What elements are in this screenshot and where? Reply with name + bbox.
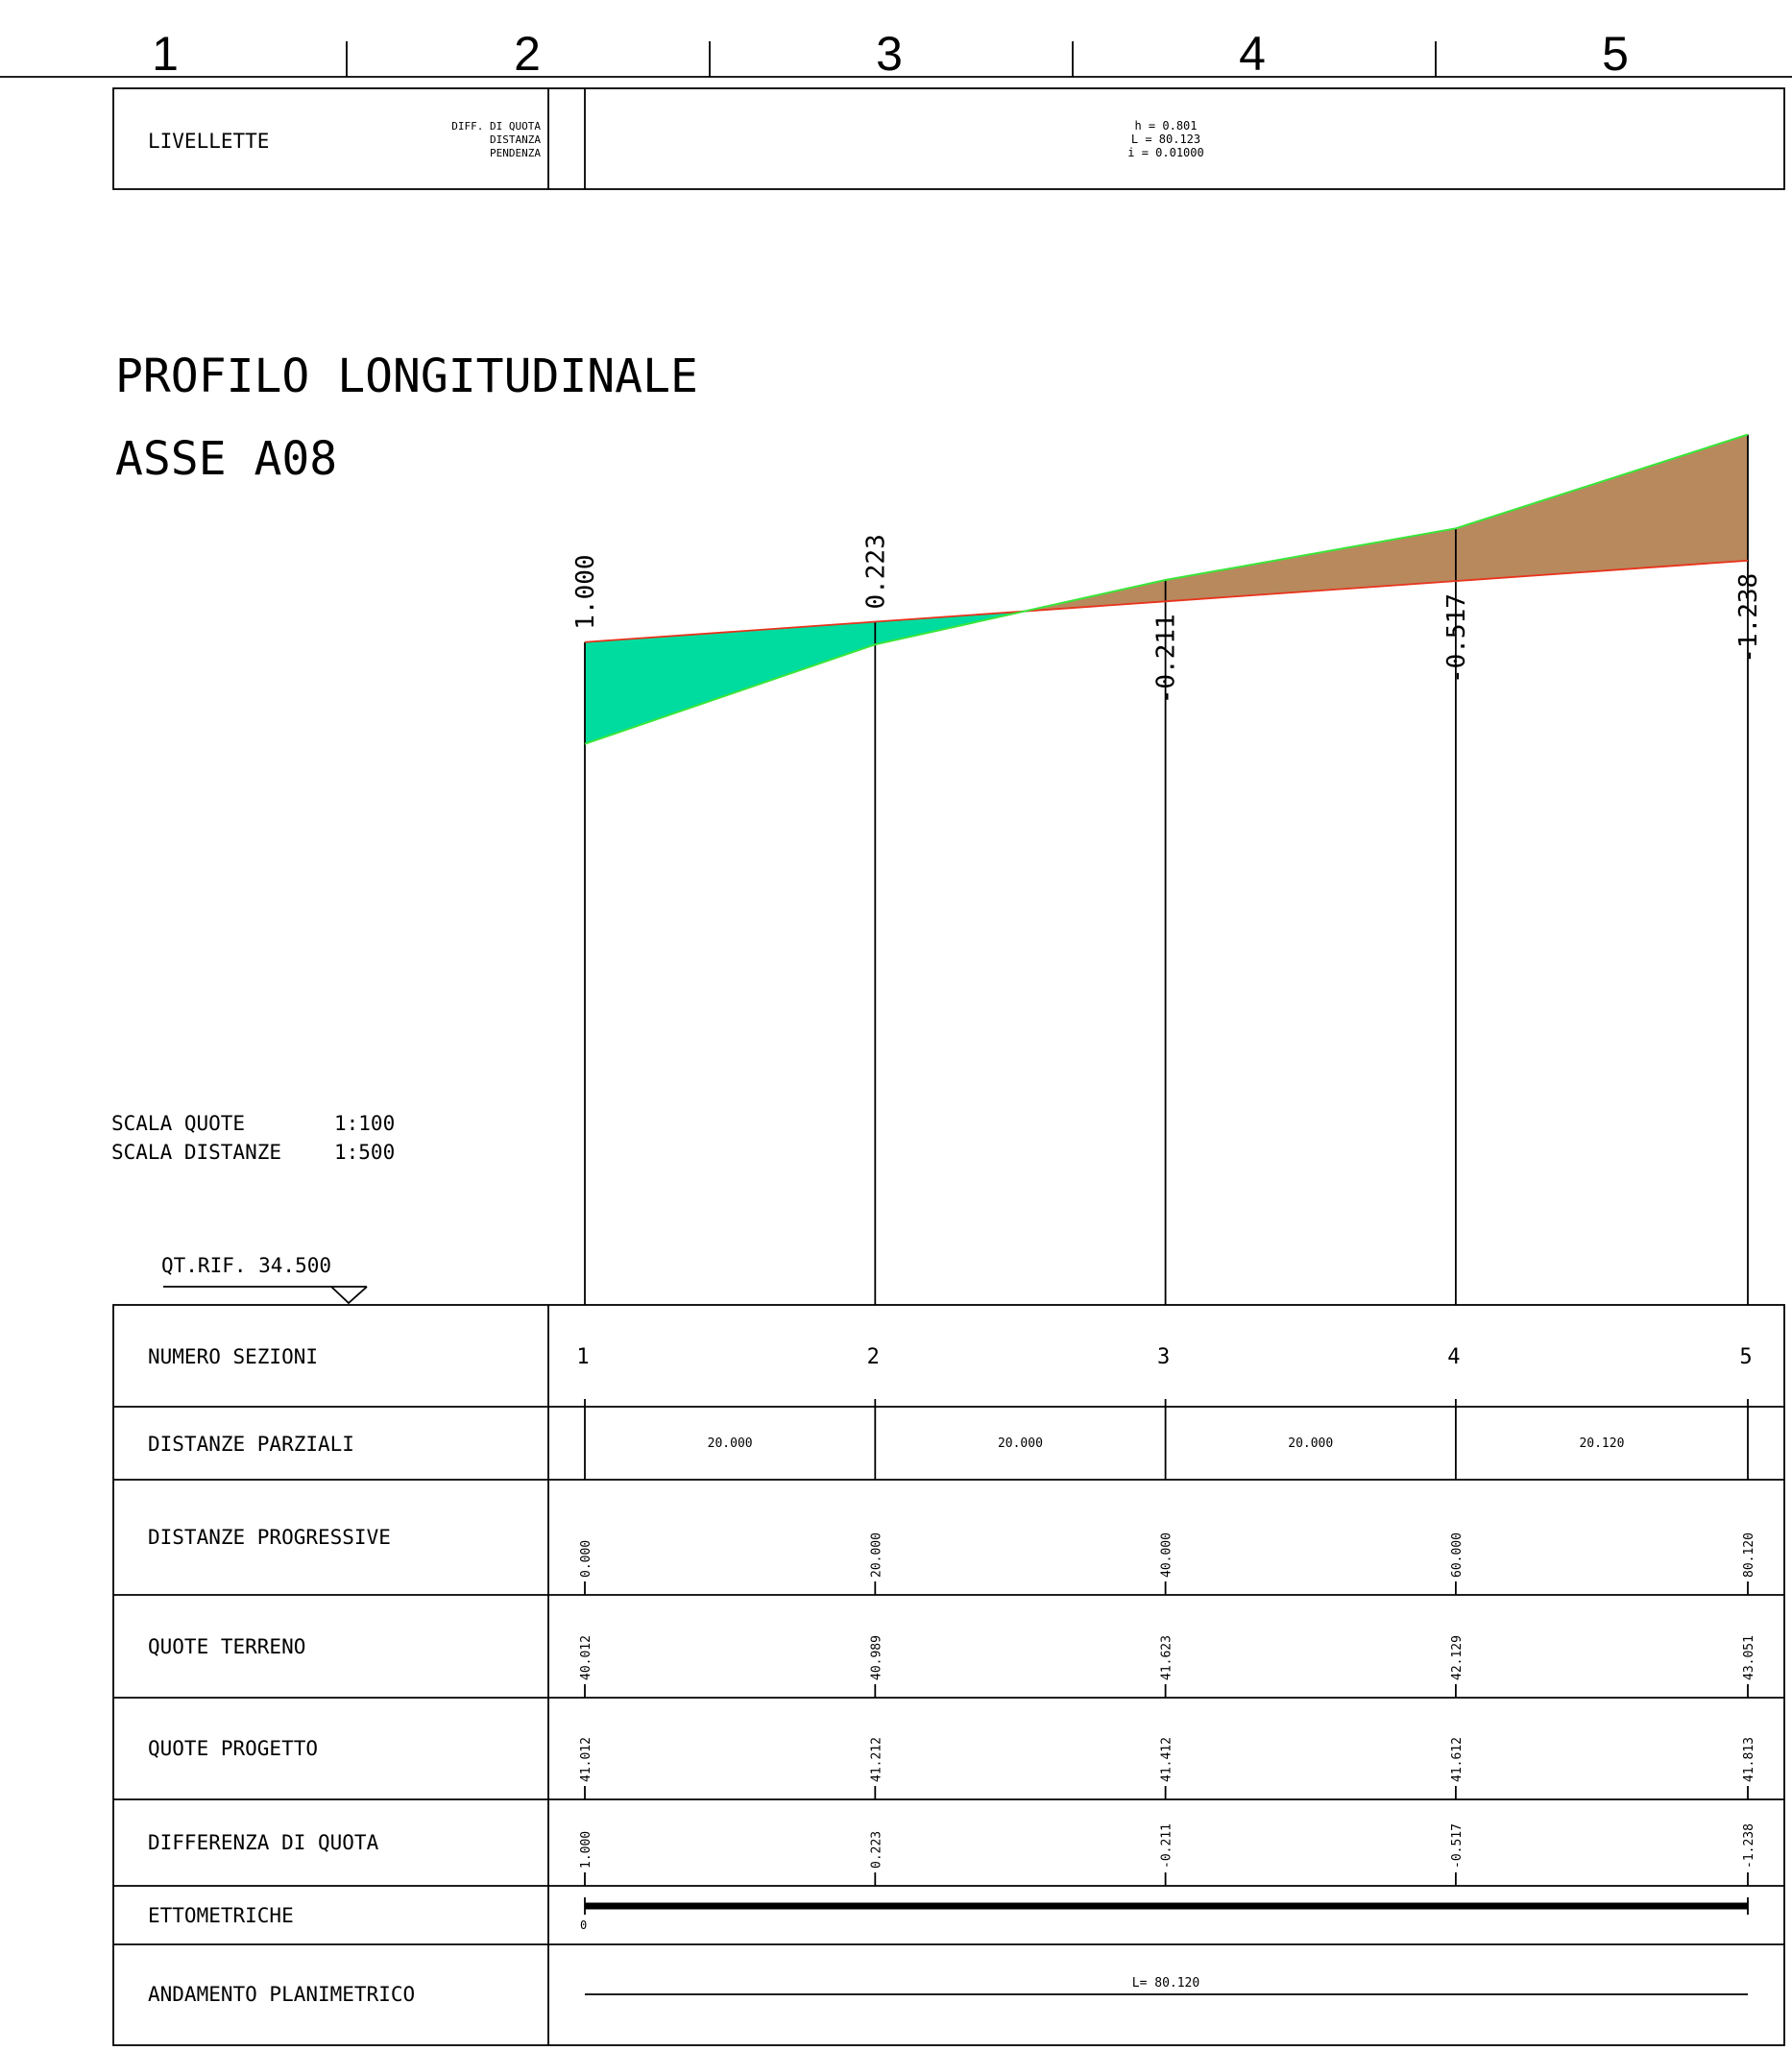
scala-quote-value: 1:100 (334, 1112, 395, 1135)
row-value: 40.012 (579, 1635, 593, 1680)
row-value: 41.612 (1450, 1737, 1465, 1782)
ruler-label: 5 (1602, 27, 1629, 81)
difference-label: 1.000 (571, 554, 600, 629)
row-value: 41.212 (869, 1737, 884, 1782)
livellette-value-i: i = 0.01000 (1127, 146, 1203, 159)
livellette-value-l: L = 80.123 (1131, 133, 1200, 146)
row-value: 41.412 (1160, 1737, 1174, 1782)
section-number: 2 (867, 1345, 880, 1369)
livellette-box: LIVELLETTE DIFF. DI QUOTA DISTANZA PENDE… (112, 87, 1785, 190)
ruler-label: 1 (152, 27, 179, 81)
partial-distance-value: 20.000 (998, 1436, 1043, 1451)
scala-quote-label: SCALA QUOTE (111, 1112, 245, 1135)
section-number: 5 (1739, 1345, 1752, 1369)
row-label-quote-progetto: QUOTE PROGETTO (148, 1737, 318, 1760)
partial-distance-value: 20.000 (708, 1436, 753, 1451)
row-value: -0.211 (1160, 1823, 1174, 1869)
row-value: -1.238 (1742, 1823, 1756, 1869)
section-number: 4 (1447, 1345, 1460, 1369)
reference-marker: QT.RIF. 34.500 (161, 1254, 368, 1305)
row-label-distanze-parziali: DISTANZE PARZIALI (148, 1433, 354, 1456)
top-ruler: 1 2 3 4 5 (0, 27, 1792, 81)
difference-label: -0.211 (1152, 614, 1181, 704)
row-label-differenza-di-quota: DIFFERENZA DI QUOTA (148, 1831, 379, 1854)
fill-area (585, 621, 876, 744)
cut-area (1165, 528, 1456, 602)
reference-label: QT.RIF. 34.500 (161, 1254, 331, 1277)
ground-line (584, 433, 1749, 745)
row-label-distanze-progressive: DISTANZE PROGRESSIVE (148, 1526, 391, 1549)
row-value: -0.517 (1450, 1823, 1465, 1869)
row-value: 20.000 (869, 1532, 884, 1578)
row-value: 43.051 (1742, 1635, 1756, 1680)
livellette-frame (112, 87, 1785, 190)
row-value: 60.000 (1450, 1532, 1465, 1578)
section-number: 1 (576, 1345, 589, 1369)
livellette-legend-diff: DIFF. DI QUOTA (451, 120, 541, 133)
partial-distance-value: 20.120 (1579, 1436, 1624, 1451)
ettometriche-zero: 0 (580, 1918, 587, 1932)
row-value: 41.813 (1742, 1737, 1756, 1782)
drawing-subtitle: ASSE A08 (115, 432, 337, 486)
row-label-quote-terreno: QUOTE TERRENO (148, 1635, 305, 1658)
scala-distanze-label: SCALA DISTANZE (111, 1141, 281, 1164)
cut-area (1455, 434, 1748, 582)
difference-label: 0.223 (861, 534, 890, 609)
drawing-title: PROFILO LONGITUDINALE (115, 350, 698, 403)
design-line (584, 559, 1749, 643)
ruler-label: 2 (514, 27, 541, 81)
row-value: 41.012 (579, 1737, 593, 1782)
row-value: 40.989 (869, 1635, 884, 1680)
livellette-label: LIVELLETTE (148, 130, 269, 153)
partial-distance-value: 20.000 (1288, 1436, 1333, 1451)
row-value: 80.120 (1742, 1532, 1756, 1578)
livellette-value-h: h = 0.801 (1134, 119, 1197, 133)
row-value: 42.129 (1450, 1635, 1465, 1680)
table-values: 1 2 3 4 5 20.000 20.000 20.000 20.120 0.000 20.000… (576, 1345, 1756, 1886)
row-value: 1.000 (579, 1831, 593, 1869)
difference-label: -1.238 (1734, 573, 1763, 664)
reference-triangle-icon (330, 1286, 368, 1305)
livellette-legend-distanza: DISTANZA (490, 133, 541, 146)
row-value: 41.623 (1160, 1635, 1174, 1680)
scala-distanze-value: 1:500 (334, 1141, 395, 1164)
row-label-andamento-planimetrico: ANDAMENTO PLANIMETRICO (148, 1983, 415, 2006)
profile-table: NUMERO SEZIONI DISTANZE PARZIALI DISTANZ… (112, 1304, 1785, 2046)
difference-label: -0.517 (1442, 593, 1471, 684)
ruler-label: 3 (876, 27, 903, 81)
profile-chart: 1.000 0.223 -0.211 -0.517 -1.238 (571, 433, 1763, 1305)
planimetrico-length: L= 80.120 (1132, 1976, 1199, 1991)
livellette-legend-pendenza: PENDENZA (490, 147, 541, 159)
row-value: 0.000 (579, 1540, 593, 1578)
row-label-numero-sezioni: NUMERO SEZIONI (148, 1345, 318, 1368)
table-frame (112, 1304, 1785, 2046)
section-number: 3 (1157, 1345, 1170, 1369)
ruler-label: 4 (1239, 27, 1266, 81)
row-value: 0.223 (869, 1831, 884, 1869)
row-label-ettometriche: ETTOMETRICHE (148, 1904, 294, 1927)
row-value: 40.000 (1160, 1532, 1174, 1578)
